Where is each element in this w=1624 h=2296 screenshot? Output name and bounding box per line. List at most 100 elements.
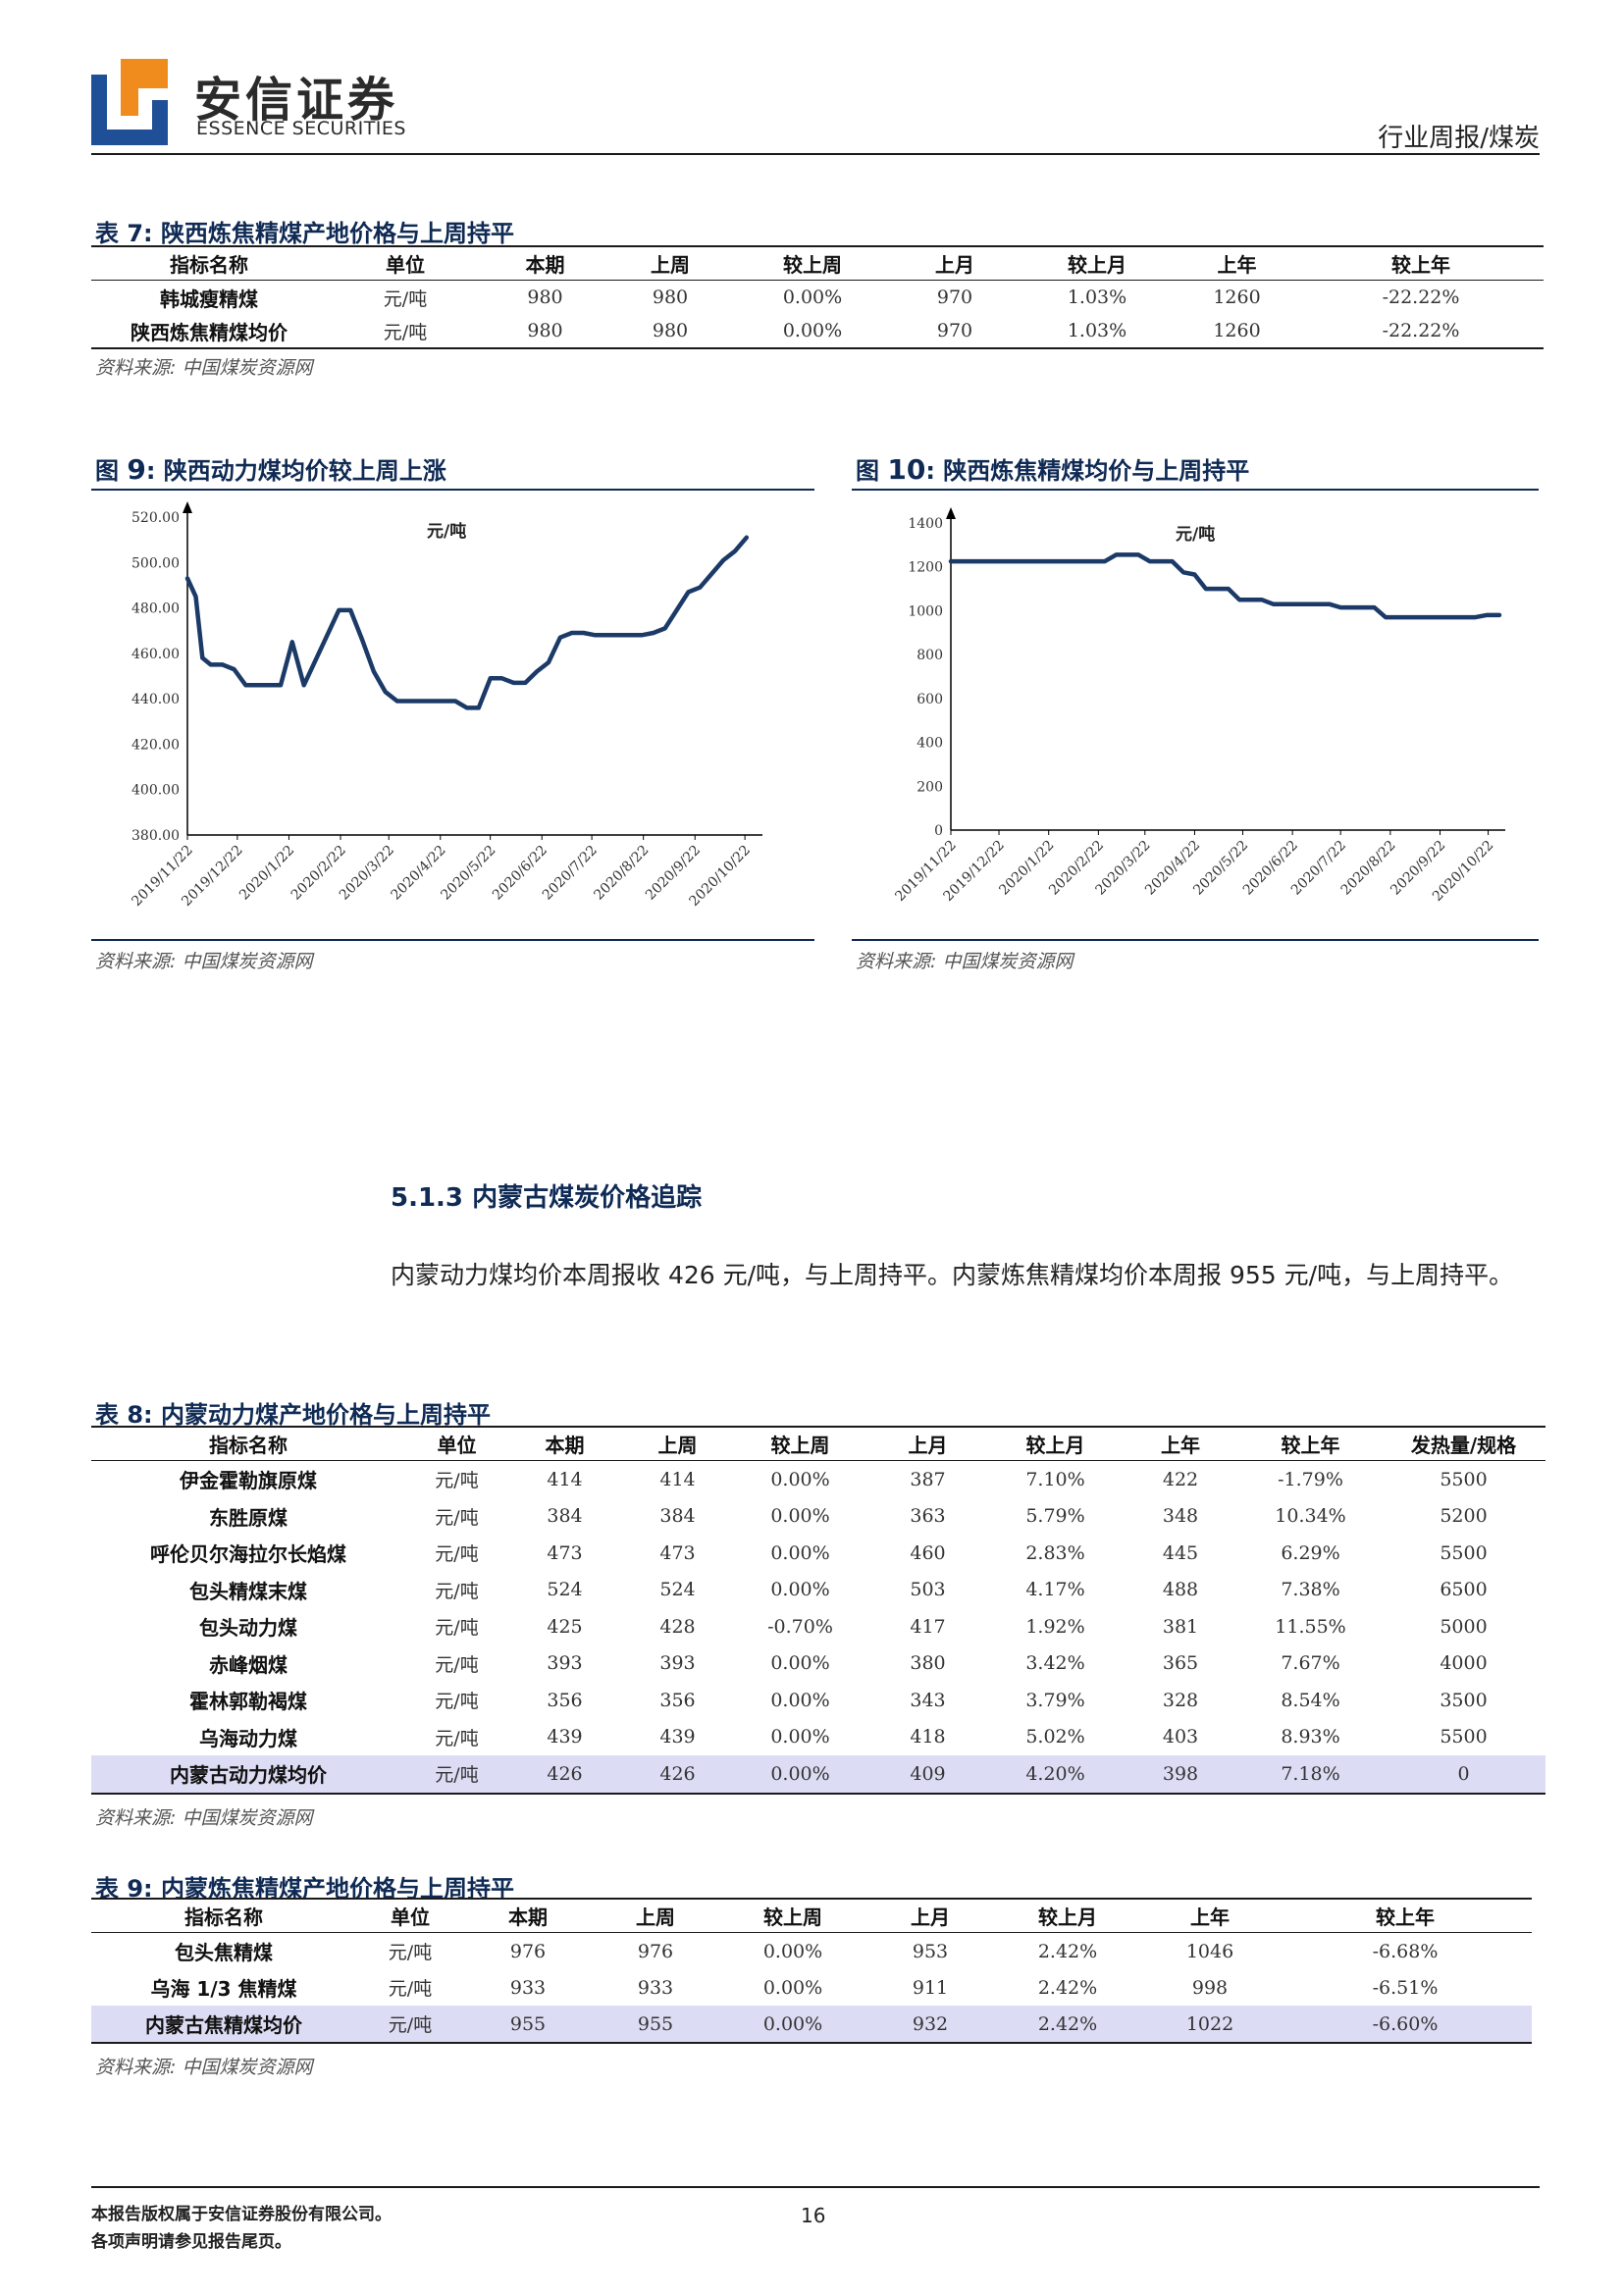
table-cell: 元/吨 — [383, 287, 428, 310]
table-cell: 488 — [1162, 1579, 1199, 1601]
table-cell: 元/吨 — [383, 321, 428, 343]
table8-header-cell: 单位 — [437, 1434, 477, 1457]
table-cell: 380 — [910, 1652, 946, 1675]
table-cell: 1.03% — [1067, 320, 1127, 341]
table-cell: 426 — [621, 1755, 734, 1794]
table-cell: 953 — [912, 1940, 949, 1962]
table8: 指标名称 单位 本期 上周 较上周 上月 较上月 上年 较上年 发热量/规格 伊金霍勒旗原煤 元/吨… — [91, 1426, 1545, 1795]
table-cell: 2.83% — [1025, 1541, 1085, 1564]
table-row: 包头动力煤 元/吨 425 428 -0.70% 417 1.92% 381 11.55% 500… — [91, 1608, 1545, 1645]
fig10-unit-label: 元/吨 — [1176, 524, 1215, 545]
table9-header-cell: 较上月 — [1038, 1905, 1097, 1929]
table-row: 呼伦贝尔海拉尔长焰煤 元/吨 473 473 0.00% 460 2.83% 445 6.29%… — [91, 1535, 1545, 1572]
table-cell: 元/吨 — [356, 2006, 464, 2043]
fig9-y-tick-label: 380.00 — [131, 828, 180, 844]
table-cell: 403 — [1162, 1726, 1199, 1748]
fig9-unit-label: 元/吨 — [427, 521, 466, 542]
table-cell: 425 — [547, 1615, 583, 1638]
page-number: 16 — [801, 2204, 826, 2227]
table-cell: 3.42% — [1025, 1652, 1085, 1675]
brand-name-cn: 安信证券 — [194, 73, 399, 128]
table-cell: 980 — [652, 320, 689, 341]
table-cell: 1046 — [1185, 1940, 1234, 1962]
table-cell: 6.29% — [1281, 1541, 1340, 1564]
table8-header-cell: 上月 — [908, 1434, 948, 1457]
table-cell: 524 — [547, 1579, 583, 1601]
table-cell: 387 — [910, 1468, 946, 1490]
table-cell: 元/吨 — [405, 1755, 508, 1794]
fig9-y-tick-label: 500.00 — [131, 555, 180, 571]
table-cell: 7.38% — [1281, 1579, 1340, 1601]
table7-header-cell: 本期 — [525, 253, 565, 277]
table-cell: 356 — [547, 1689, 583, 1711]
table-cell: -6.68% — [1372, 1940, 1439, 1962]
table8-source: 资料来源: 中国煤炭资源网 — [95, 1807, 313, 1829]
table-row: 内蒙古焦精煤均价 元/吨 955 955 0.00% 932 2.42% 1022 -6.60% — [91, 2006, 1532, 2043]
table-cell: 365 — [1162, 1652, 1199, 1675]
table-cell: 418 — [910, 1726, 946, 1748]
table-cell: 5500 — [1440, 1726, 1488, 1748]
fig10-y-tick-label: 1400 — [908, 516, 943, 532]
fig10-caption: 图 10: 陕西炼焦精煤均价与上周持平 — [856, 451, 1249, 486]
table-cell: 5000 — [1440, 1615, 1488, 1638]
table-cell: 4.20% — [989, 1755, 1122, 1794]
table-cell: 384 — [547, 1505, 583, 1528]
table-cell: 384 — [659, 1505, 696, 1528]
table-cell: 393 — [547, 1652, 583, 1675]
table-cell: 439 — [547, 1726, 583, 1748]
table-cell: 5.02% — [1025, 1726, 1085, 1748]
fig10-y-tick-label: 800 — [917, 648, 943, 663]
fig9-bottom-rule — [91, 939, 814, 941]
table-cell: 4.17% — [1025, 1579, 1085, 1601]
fig9-top-rule — [91, 489, 814, 491]
fig10-chart: 0 200 400 600 800 1000 1200 1400 2019/11/22 2019/… — [852, 491, 1539, 938]
table-cell: 955 — [464, 2006, 592, 2043]
table-cell: 2.42% — [994, 2006, 1141, 2043]
table-cell: 473 — [659, 1541, 696, 1564]
fig9-x-tick-label: 2020/1/22 — [236, 843, 297, 904]
table-cell: -22.22% — [1382, 287, 1460, 308]
table-cell: 元/吨 — [388, 1942, 433, 1963]
table-cell: 元/吨 — [435, 1470, 479, 1492]
table-cell: 7.18% — [1239, 1755, 1382, 1794]
fig9-series-line — [184, 535, 750, 710]
fig10-caption-text: : 陕西炼焦精煤均价与上周持平 — [925, 457, 1250, 485]
table-cell: 元/吨 — [435, 1543, 479, 1566]
table-cell: 422 — [1162, 1468, 1199, 1490]
table-cell: 8.54% — [1281, 1689, 1340, 1711]
table-cell: 414 — [547, 1468, 583, 1490]
fig9-x-tick-label: 2020/7/22 — [540, 843, 601, 904]
table-cell: 7.10% — [1025, 1468, 1085, 1490]
fig9-source: 资料来源: 中国煤炭资源网 — [95, 951, 313, 972]
table9-header-cell: 较上周 — [763, 1905, 822, 1929]
table-row: 东胜原煤 元/吨 384 384 0.00% 363 5.79% 348 10.34% 5200 — [91, 1498, 1545, 1536]
table8-caption: 表 8: 内蒙动力煤产地价格与上周持平 — [95, 1401, 492, 1429]
table7-header-cell: 上周 — [651, 253, 690, 277]
table9: 指标名称 单位 本期 上周 较上周 上月 较上月 上年 较上年 包头焦精煤 元/吨 976 976 0.… — [91, 1898, 1532, 2044]
table-cell: 2.42% — [1037, 1976, 1098, 1999]
section-paragraph: 内蒙动力煤均价本周报收 426 元/吨，与上周持平。内蒙炼焦精煤均价本周报 95… — [391, 1261, 1514, 1289]
fig10-bottom-rule — [852, 939, 1539, 941]
table9-header-cell: 上年 — [1190, 1905, 1230, 1929]
table-row: 乌海动力煤 元/吨 439 439 0.00% 418 5.02% 403 8.93% 5500 — [91, 1719, 1545, 1756]
table-cell: 0.00% — [762, 1976, 823, 1999]
fig10-y-tick-label: 200 — [917, 779, 943, 795]
table-cell: 5200 — [1440, 1505, 1488, 1528]
table-cell: 0.00% — [770, 1505, 830, 1528]
table-cell: -0.70% — [767, 1615, 833, 1638]
table-cell: 503 — [910, 1579, 946, 1601]
fig10-caption-prefix: 图 — [856, 457, 888, 485]
fig10-y-tick-label: 1200 — [908, 560, 943, 576]
fig9-chart: 380.00 400.00 420.00 440.00 460.00 480.00 500.… — [91, 491, 814, 938]
fig9-y-tick-label: 420.00 — [131, 737, 180, 753]
table8-header-cell: 发热量/规格 — [1410, 1434, 1517, 1457]
fig9-x-tick-label: 2020/5/22 — [438, 843, 498, 904]
row-name-cell: 乌海动力煤 — [199, 1726, 297, 1750]
table7-header-row: 指标名称 单位 本期 上周 较上周 上月 较上月 上年 较上年 — [91, 246, 1544, 281]
table-cell: 0.00% — [770, 1468, 830, 1490]
table-cell: 409 — [866, 1755, 989, 1794]
row-name-cell: 包头动力煤 — [199, 1616, 297, 1641]
table7-header-cell: 上年 — [1217, 253, 1257, 277]
table-cell: 428 — [659, 1615, 696, 1638]
table9-caption: 表 9: 内蒙炼焦精煤产地价格与上周持平 — [95, 1875, 515, 1903]
